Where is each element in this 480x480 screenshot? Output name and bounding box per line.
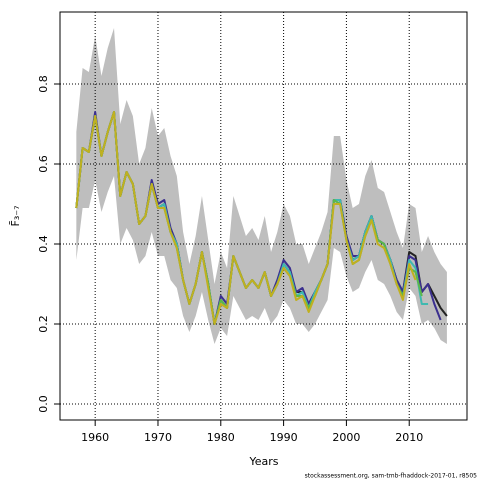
y-tick-label: 0.2 (37, 315, 50, 333)
y-tick-label: 0.6 (37, 155, 50, 173)
plot-frame (59, 11, 468, 421)
source-note: stockassessment.org, sam-tmb-fhaddock-20… (305, 473, 478, 480)
y-tick-label: 0.8 (37, 75, 50, 93)
y-axis-label: F̄₃₋₇ (9, 206, 22, 227)
series-line (75, 111, 417, 325)
x-tick-label: 1990 (270, 431, 298, 444)
y-tick-label: 0.4 (37, 235, 50, 253)
x-tick-label: 2010 (395, 431, 423, 444)
x-tick-label: 1970 (144, 431, 172, 444)
y-tick-label: 0.0 (37, 395, 50, 413)
x-axis-label: Years (248, 455, 278, 468)
confidence-band (76, 28, 447, 344)
x-tick-label: 1980 (207, 431, 235, 444)
x-tick-label: 1960 (81, 431, 109, 444)
x-tick-label: 2000 (332, 431, 360, 444)
